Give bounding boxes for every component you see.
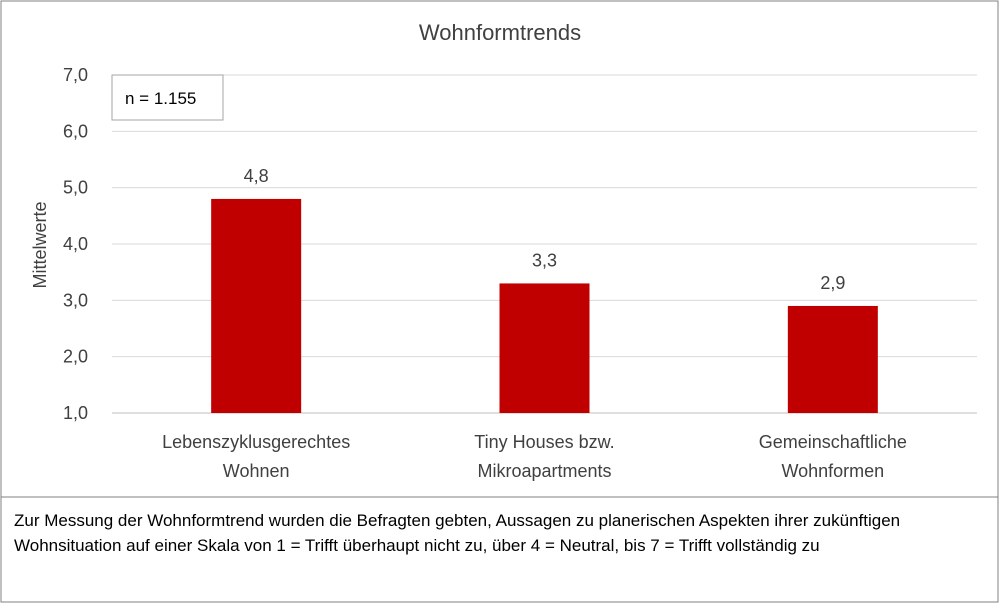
y-tick-label: 6,0	[63, 121, 88, 141]
y-tick-label: 4,0	[63, 234, 88, 254]
data-label: 3,3	[532, 250, 557, 270]
bar	[211, 198, 302, 413]
bars	[211, 198, 878, 413]
footnote: Zur Messung der Wohnformtrend wurden die…	[14, 511, 901, 555]
bar	[787, 305, 878, 413]
y-axis-label: Mittelwerte	[30, 201, 50, 288]
x-tick-label: Mikroapartments	[477, 461, 611, 481]
sample-size-frame	[111, 74, 224, 121]
data-label: 2,9	[820, 273, 845, 293]
x-tick-label: Lebenszyklusgerechtes	[162, 432, 350, 452]
chart-title: Wohnformtrends	[419, 20, 581, 45]
y-tick-label: 1,0	[63, 403, 88, 423]
caption-frame	[0, 496, 999, 603]
y-tick-label: 2,0	[63, 347, 88, 367]
x-tick-labels: Lebenszyklusgerechtes Wohnen Tiny Houses b…	[162, 432, 907, 481]
data-label: 4,8	[244, 166, 269, 186]
y-tick-labels: 1,0 2,0 3,0 4,0 5,0 6,0 7,0	[63, 65, 88, 423]
x-tick-label: Wohnen	[223, 461, 290, 481]
value-labels: 4,8 3,3 2,9	[244, 166, 846, 293]
bar	[499, 283, 590, 413]
x-tick-label: Gemeinschaftliche	[759, 432, 907, 452]
sample-size-label: n = 1.155	[125, 89, 196, 108]
x-tick-label: Wohnformen	[781, 461, 884, 481]
y-tick-label: 7,0	[63, 65, 88, 85]
x-tick-label: Tiny Houses bzw.	[474, 432, 614, 452]
y-tick-label: 3,0	[63, 290, 88, 310]
y-tick-label: 5,0	[63, 178, 88, 198]
sample-size-box: n = 1.155	[111, 74, 224, 121]
